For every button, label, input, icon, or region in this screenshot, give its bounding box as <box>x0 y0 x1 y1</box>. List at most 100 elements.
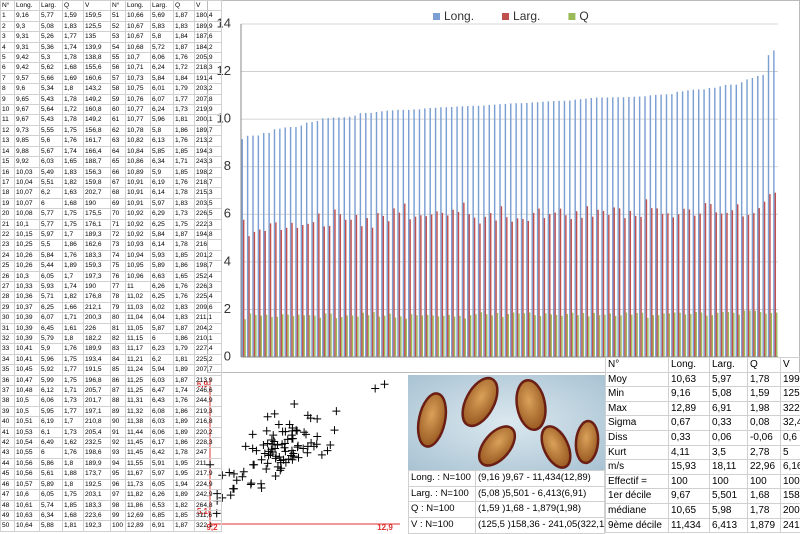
point <box>271 410 279 418</box>
bar <box>432 315 433 357</box>
bar <box>302 225 303 357</box>
data-cell: 1,79 <box>174 344 195 354</box>
bar <box>422 315 423 357</box>
bar <box>646 199 647 357</box>
bar <box>725 85 726 357</box>
bar <box>435 108 436 357</box>
data-cell: 5,99 <box>40 375 63 385</box>
data-cell: 6,24 <box>151 105 174 115</box>
data-cell: 1,89 <box>174 427 195 437</box>
data-cell: 5,74 <box>40 500 63 510</box>
stats-cell: 6,413 <box>710 518 748 533</box>
data-cell: 1,86 <box>174 334 195 344</box>
bar <box>357 317 358 357</box>
data-cell: 1,85 <box>174 146 195 156</box>
data-cell: 5,61 <box>40 469 63 479</box>
data-cell: 5,97 <box>40 229 63 239</box>
data-cell: 10,67 <box>126 32 151 42</box>
bar <box>303 315 304 357</box>
bar <box>499 104 500 357</box>
stats-cell: 0,6 <box>781 430 800 445</box>
data-cell: 10,39 <box>15 323 40 333</box>
bar <box>291 223 292 357</box>
data-cell: 1,78 <box>174 188 195 198</box>
data-cell: 10,63 <box>15 510 40 520</box>
bar <box>732 210 733 357</box>
data-cell: 5,51 <box>40 177 63 187</box>
header-cell: V <box>195 1 222 11</box>
data-cell: 10,6 <box>15 490 40 500</box>
data-cell: 13 <box>1 136 15 146</box>
data-cell: 5,77 <box>40 219 63 229</box>
data-cell: 243,3 <box>195 157 222 167</box>
data-cell: 7 <box>1 73 15 83</box>
data-cell: 6,91 <box>151 521 174 531</box>
data-cell: 89 <box>111 406 126 416</box>
bar <box>365 113 366 357</box>
point <box>249 445 257 453</box>
bar <box>329 226 330 357</box>
data-cell: 191,5 <box>84 365 111 375</box>
data-cell: 149,2 <box>84 94 111 104</box>
bar <box>491 315 492 357</box>
data-cell: 6,06 <box>40 396 63 406</box>
data-cell: 66 <box>111 167 126 177</box>
data-cell: 10,77 <box>126 115 151 125</box>
data-cell: 77 <box>111 281 126 291</box>
data-cell: 1,73 <box>174 105 195 115</box>
bar <box>505 104 506 357</box>
legend-label: Larg. <box>513 9 540 23</box>
point <box>249 430 257 438</box>
bar <box>502 317 503 357</box>
data-cell: 1,83 <box>174 313 195 323</box>
data-cell: 1,94 <box>174 479 195 489</box>
data-cell: 92 <box>111 438 126 448</box>
data-cell: 1,76 <box>174 281 195 291</box>
data-cell: 64 <box>111 146 126 156</box>
legend-swatch <box>568 13 575 20</box>
point <box>332 407 340 415</box>
bar <box>592 217 593 357</box>
data-cell: 1,8 <box>63 84 84 94</box>
bar <box>373 312 374 357</box>
data-cell: 6,07 <box>40 313 63 323</box>
range-cell: (9,16 )9,67 - 11,434(12,89) <box>476 471 605 487</box>
bar <box>583 313 584 357</box>
bar <box>469 214 470 357</box>
data-cell: 10,55 <box>15 448 40 458</box>
data-cell: 213,2 <box>195 136 222 146</box>
bar <box>721 214 722 357</box>
data-cell: 5,89 <box>40 479 63 489</box>
bar <box>415 217 416 357</box>
data-cell: 10,41 <box>15 354 40 364</box>
point <box>225 468 233 476</box>
bar <box>776 313 777 357</box>
data-cell: 12,89 <box>126 521 151 531</box>
data-cell: 86 <box>111 375 126 385</box>
bar <box>252 136 253 357</box>
data-cell: 71 <box>111 219 126 229</box>
stats-cell: 322,1 <box>781 401 800 416</box>
data-cell: 226,3 <box>195 281 222 291</box>
point <box>272 472 280 480</box>
spore-photo <box>408 372 605 472</box>
data-cell: 5,9 <box>151 167 174 177</box>
data-cell: 217,9 <box>195 469 222 479</box>
data-cell: 14 <box>1 146 15 156</box>
data-cell: 82 <box>111 334 126 344</box>
bar <box>603 211 604 357</box>
data-cell: 6,34 <box>151 157 174 167</box>
data-cell: 6,25 <box>151 219 174 229</box>
bar <box>558 101 559 357</box>
bar <box>674 313 675 357</box>
data-cell: 20 <box>1 209 15 219</box>
y-tick-label: 4 <box>224 253 231 268</box>
bar <box>395 318 396 357</box>
